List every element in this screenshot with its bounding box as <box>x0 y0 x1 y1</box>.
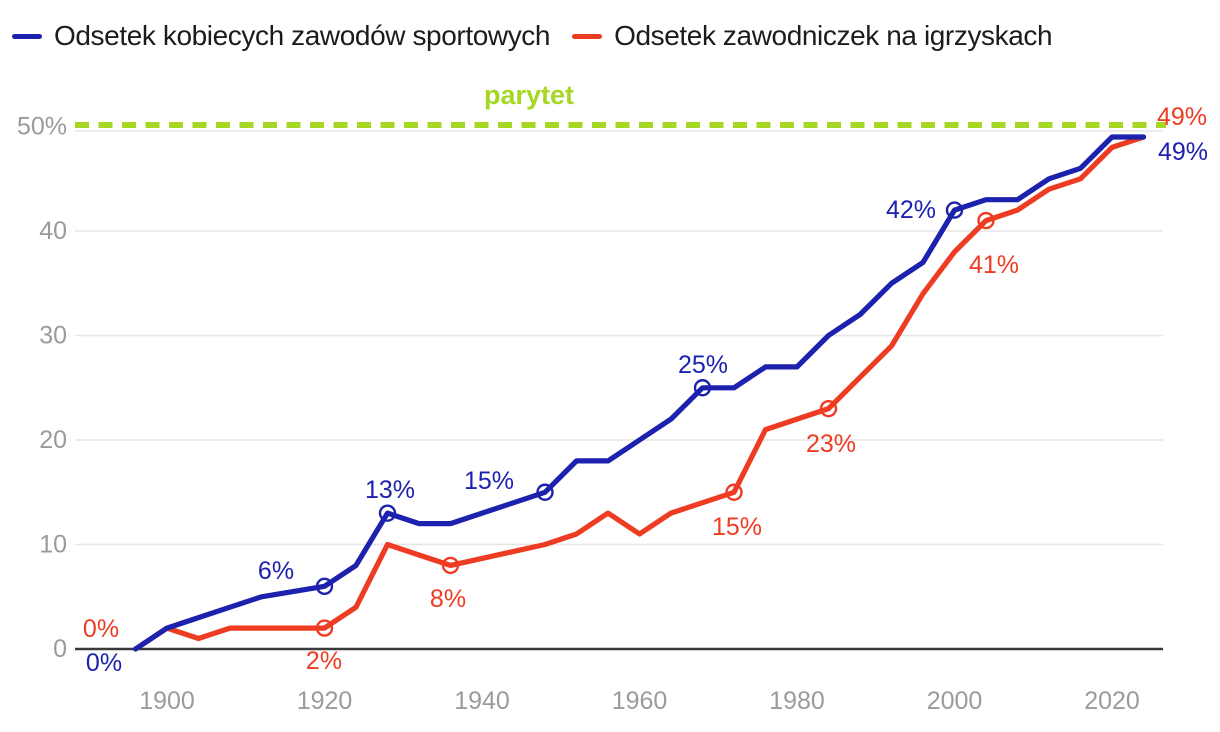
value-label-athletes-8%: 8% <box>430 585 466 613</box>
value-label-events-6%: 6% <box>258 557 294 585</box>
legend-swatch-athletes-icon <box>572 33 603 39</box>
x-tick-label-1940: 1940 <box>454 687 510 715</box>
value-label-athletes-41%: 41% <box>969 251 1019 279</box>
value-label-athletes-0%: 0% <box>83 615 119 643</box>
data-point-marker-events-1920 <box>315 577 334 595</box>
data-point-marker-events-1928 <box>378 504 397 522</box>
data-point-marker-athletes-1920 <box>315 619 334 637</box>
data-point-marker-events-1948 <box>536 483 554 501</box>
x-tick-label-1960: 1960 <box>612 687 668 715</box>
data-point-marker-events-1968 <box>693 379 712 397</box>
legend-label-events: Odsetek kobiecych zawodów sportowych <box>54 20 551 51</box>
value-label-athletes-49%: 49% <box>1157 103 1207 131</box>
x-tick-label-2020: 2020 <box>1084 687 1140 715</box>
legend: Odsetek kobiecych zawodów sportowych Ods… <box>12 20 1053 52</box>
series-line-athletes <box>132 134 1147 652</box>
y-tick-label-10: 10 <box>39 531 67 559</box>
y-tick-label-30: 30 <box>39 322 67 350</box>
y-tick-label-40: 40 <box>39 217 67 245</box>
data-point-marker-athletes-1984 <box>819 399 838 418</box>
data-point-marker-athletes-1972 <box>725 483 743 501</box>
legend-item-events: Odsetek kobiecych zawodów sportowych <box>12 20 550 52</box>
legend-item-athletes: Odsetek zawodniczek na igrzyskach <box>572 20 1053 52</box>
value-label-events-49%: 49% <box>1158 138 1208 166</box>
x-tick-label-2000: 2000 <box>927 687 983 715</box>
value-label-events-25%: 25% <box>678 351 728 379</box>
value-label-athletes-2%: 2% <box>306 647 342 675</box>
value-label-events-0%: 0% <box>86 649 122 677</box>
x-tick-label-1980: 1980 <box>769 687 825 715</box>
value-label-events-42%: 42% <box>886 196 936 224</box>
value-label-athletes-15%: 15% <box>712 513 762 541</box>
legend-swatch-events-icon <box>12 33 42 39</box>
value-label-events-15%: 15% <box>464 467 514 495</box>
value-label-events-13%: 13% <box>365 476 415 504</box>
x-tick-label-1900: 1900 <box>139 687 195 715</box>
data-point-marker-athletes-1936 <box>441 556 460 575</box>
data-point-marker-events-2000 <box>945 201 964 219</box>
value-label-athletes-23%: 23% <box>806 430 856 458</box>
data-point-marker-athletes-2004 <box>977 211 995 230</box>
parity-label: parytet <box>484 80 574 110</box>
x-tick-label-1920: 1920 <box>297 687 353 715</box>
legend-label-athletes: Odsetek zawodniczek na igrzyskach <box>614 20 1053 51</box>
y-tick-label-20: 20 <box>39 426 67 454</box>
y-tick-label-50: 50% <box>17 113 67 141</box>
series-line-events <box>132 134 1147 652</box>
y-tick-label-0: 0 <box>53 635 67 663</box>
